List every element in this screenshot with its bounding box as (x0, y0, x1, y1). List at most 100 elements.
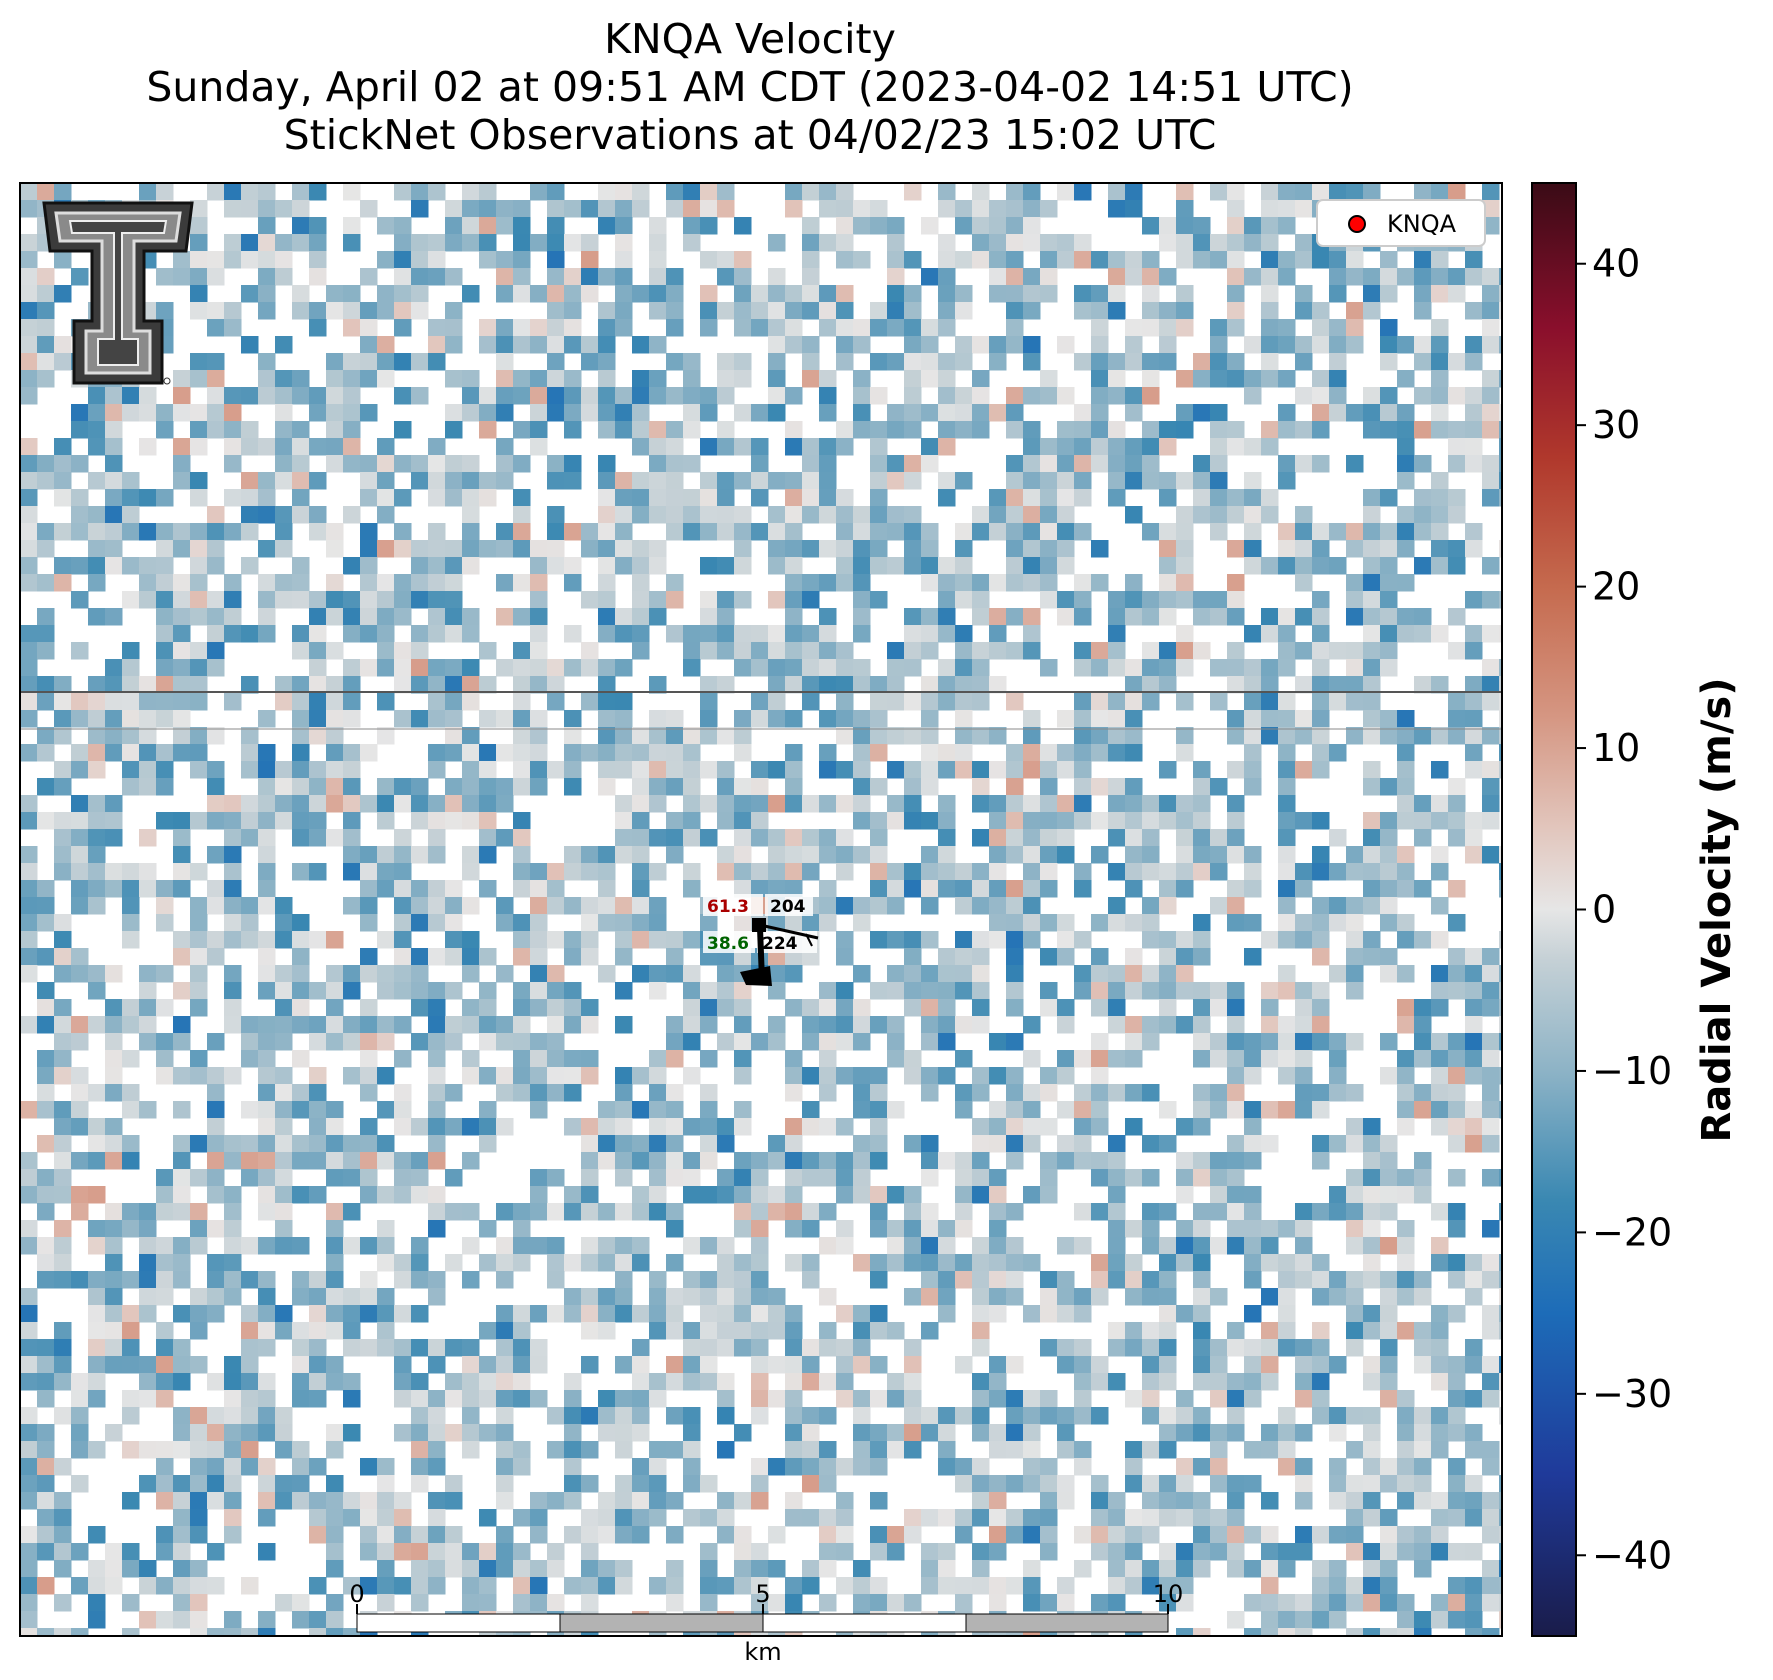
velocity-gate (37, 183, 55, 201)
velocity-gate (989, 1356, 1007, 1374)
velocity-gate (1210, 438, 1228, 456)
velocity-gate (1278, 778, 1296, 796)
velocity-gate (54, 727, 72, 745)
legend: KNQA (1316, 199, 1486, 247)
velocity-gate (734, 999, 752, 1017)
velocity-gate (802, 1407, 820, 1425)
velocity-gate (1363, 863, 1381, 881)
velocity-gate (1159, 795, 1177, 813)
velocity-gate (1091, 302, 1109, 320)
velocity-gate (717, 812, 735, 830)
velocity-gate (1346, 268, 1364, 286)
velocity-gate (1057, 744, 1075, 762)
velocity-gate (496, 1067, 514, 1085)
velocity-gate (1091, 965, 1109, 983)
velocity-gate (54, 1560, 72, 1578)
velocity-gate (1193, 1305, 1211, 1323)
velocity-gate (54, 1509, 72, 1527)
velocity-gate (1227, 795, 1245, 813)
velocity-gate (853, 421, 871, 439)
velocity-gate (394, 1271, 412, 1289)
velocity-gate (819, 1237, 837, 1255)
velocity-gate (20, 914, 38, 932)
velocity-gate (564, 778, 582, 796)
velocity-gate (377, 574, 395, 592)
velocity-gate (292, 234, 310, 252)
velocity-gate (751, 1237, 769, 1255)
velocity-gate (989, 863, 1007, 881)
velocity-gate (1023, 1424, 1041, 1442)
velocity-gate (105, 710, 123, 728)
velocity-gate (734, 659, 752, 677)
velocity-gate (751, 1543, 769, 1561)
velocity-gate (360, 268, 378, 286)
velocity-gate (1244, 1526, 1262, 1544)
velocity-gate (683, 1458, 701, 1476)
velocity-gate (122, 1356, 140, 1374)
velocity-gate (1142, 1016, 1160, 1034)
velocity-gate (411, 1424, 429, 1442)
velocity-gate (1414, 1033, 1432, 1051)
velocity-gate (20, 710, 38, 728)
velocity-gate (700, 727, 718, 745)
velocity-gate (1482, 795, 1500, 813)
velocity-gate (258, 438, 276, 456)
velocity-gate (1108, 1135, 1126, 1153)
velocity-gate (700, 285, 718, 303)
velocity-gate (615, 829, 633, 847)
velocity-gate (1278, 710, 1296, 728)
velocity-gate (1465, 829, 1483, 847)
velocity-gate (751, 1594, 769, 1612)
velocity-gate (258, 1492, 276, 1510)
velocity-gate (1244, 676, 1262, 694)
velocity-gate (819, 404, 837, 422)
velocity-gate (836, 1492, 854, 1510)
velocity-gate (853, 1407, 871, 1425)
velocity-gate (1516, 268, 1534, 286)
velocity-gate (1329, 693, 1347, 711)
velocity-gate (1516, 642, 1534, 660)
velocity-gate (292, 370, 310, 388)
velocity-gate (1312, 812, 1330, 830)
velocity-gate (428, 880, 446, 898)
velocity-gate (989, 1186, 1007, 1204)
velocity-gate (1482, 421, 1500, 439)
velocity-gate (972, 1135, 990, 1153)
velocity-gate (802, 1560, 820, 1578)
velocity-gate (309, 625, 327, 643)
velocity-gate (598, 608, 616, 626)
velocity-gate (904, 540, 922, 558)
velocity-gate (853, 1390, 871, 1408)
velocity-gate (207, 761, 225, 779)
velocity-gate (1329, 1458, 1347, 1476)
velocity-gate (360, 863, 378, 881)
velocity-gate (1448, 1594, 1466, 1612)
velocity-gate (1006, 1033, 1024, 1051)
velocity-gate (1295, 931, 1313, 949)
velocity-gate (530, 1084, 548, 1102)
velocity-gate (1482, 1492, 1500, 1510)
velocity-gate (207, 1305, 225, 1323)
velocity-gate (139, 982, 157, 1000)
velocity-gate (173, 1339, 191, 1357)
velocity-gate (377, 1509, 395, 1527)
velocity-gate (649, 1271, 667, 1289)
velocity-gate (734, 914, 752, 932)
velocity-gate (598, 336, 616, 354)
velocity-gate (1346, 574, 1364, 592)
velocity-gate (1380, 1322, 1398, 1340)
velocity-gate (1057, 1339, 1075, 1357)
velocity-gate (1499, 761, 1502, 779)
velocity-gate (1176, 846, 1194, 864)
velocity-gate (870, 1271, 888, 1289)
velocity-gate (853, 200, 871, 218)
velocity-gate (1176, 1254, 1194, 1272)
velocity-gate (836, 948, 854, 966)
velocity-gate (989, 1543, 1007, 1561)
velocity-gate (377, 642, 395, 660)
velocity-gate (819, 1441, 837, 1459)
velocity-gate (1363, 1305, 1381, 1323)
velocity-gate (649, 744, 667, 762)
velocity-gate (20, 1373, 38, 1391)
velocity-gate (921, 1407, 939, 1425)
